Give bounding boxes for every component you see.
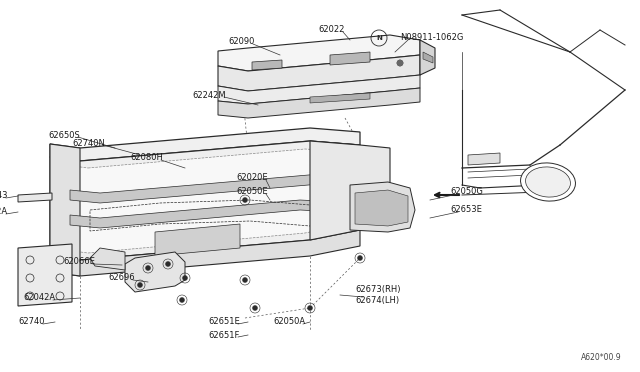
Polygon shape — [58, 149, 350, 253]
Polygon shape — [468, 153, 500, 165]
Text: 62022A: 62022A — [0, 208, 8, 217]
Polygon shape — [350, 182, 415, 232]
Polygon shape — [50, 230, 360, 276]
Text: 62020E: 62020E — [236, 173, 268, 183]
Circle shape — [397, 60, 403, 66]
Text: 62653E: 62653E — [450, 205, 482, 215]
Polygon shape — [252, 60, 282, 70]
Text: 62050A: 62050A — [273, 317, 305, 327]
Polygon shape — [90, 248, 125, 270]
Text: 62080H: 62080H — [130, 154, 163, 163]
Polygon shape — [420, 40, 435, 75]
Polygon shape — [18, 244, 72, 306]
Polygon shape — [50, 141, 360, 260]
Text: 62090: 62090 — [228, 38, 255, 46]
Circle shape — [145, 266, 150, 270]
Text: 62651F: 62651F — [209, 330, 240, 340]
Text: 62022: 62022 — [319, 26, 345, 35]
Text: 62740N: 62740N — [72, 138, 105, 148]
Text: 62050E: 62050E — [236, 187, 268, 196]
Polygon shape — [155, 224, 240, 256]
Polygon shape — [423, 52, 433, 63]
Circle shape — [138, 282, 143, 288]
Polygon shape — [50, 144, 80, 276]
Polygon shape — [70, 200, 340, 228]
Ellipse shape — [520, 163, 575, 201]
Polygon shape — [330, 52, 370, 65]
Circle shape — [307, 305, 312, 311]
Circle shape — [179, 298, 184, 302]
Polygon shape — [218, 35, 420, 71]
Polygon shape — [218, 55, 420, 91]
Polygon shape — [18, 193, 52, 202]
Text: 62042A: 62042A — [23, 294, 55, 302]
Circle shape — [253, 305, 257, 311]
Text: A620*00.9: A620*00.9 — [581, 353, 622, 362]
Circle shape — [243, 278, 248, 282]
Polygon shape — [310, 141, 390, 240]
Text: N08911-1062G: N08911-1062G — [400, 33, 463, 42]
Text: 62242M: 62242M — [193, 90, 226, 99]
Polygon shape — [218, 88, 420, 118]
Polygon shape — [355, 190, 408, 226]
Text: 62066E: 62066E — [63, 257, 95, 266]
Circle shape — [358, 256, 362, 260]
Polygon shape — [125, 252, 185, 292]
Text: 62696: 62696 — [108, 273, 135, 282]
Circle shape — [243, 198, 248, 202]
Text: 62673(RH)
62674(LH): 62673(RH) 62674(LH) — [355, 285, 401, 305]
Polygon shape — [218, 75, 420, 104]
Text: 62050G: 62050G — [450, 187, 483, 196]
Polygon shape — [310, 93, 370, 103]
Polygon shape — [50, 128, 360, 161]
Circle shape — [166, 262, 170, 266]
Circle shape — [182, 276, 188, 280]
Text: 62740: 62740 — [19, 317, 45, 327]
Text: 62243: 62243 — [0, 192, 8, 201]
Text: N: N — [376, 35, 382, 41]
Text: 62651E: 62651E — [208, 317, 240, 327]
Ellipse shape — [525, 167, 570, 197]
Polygon shape — [70, 174, 350, 203]
Text: 62650S: 62650S — [48, 131, 80, 140]
